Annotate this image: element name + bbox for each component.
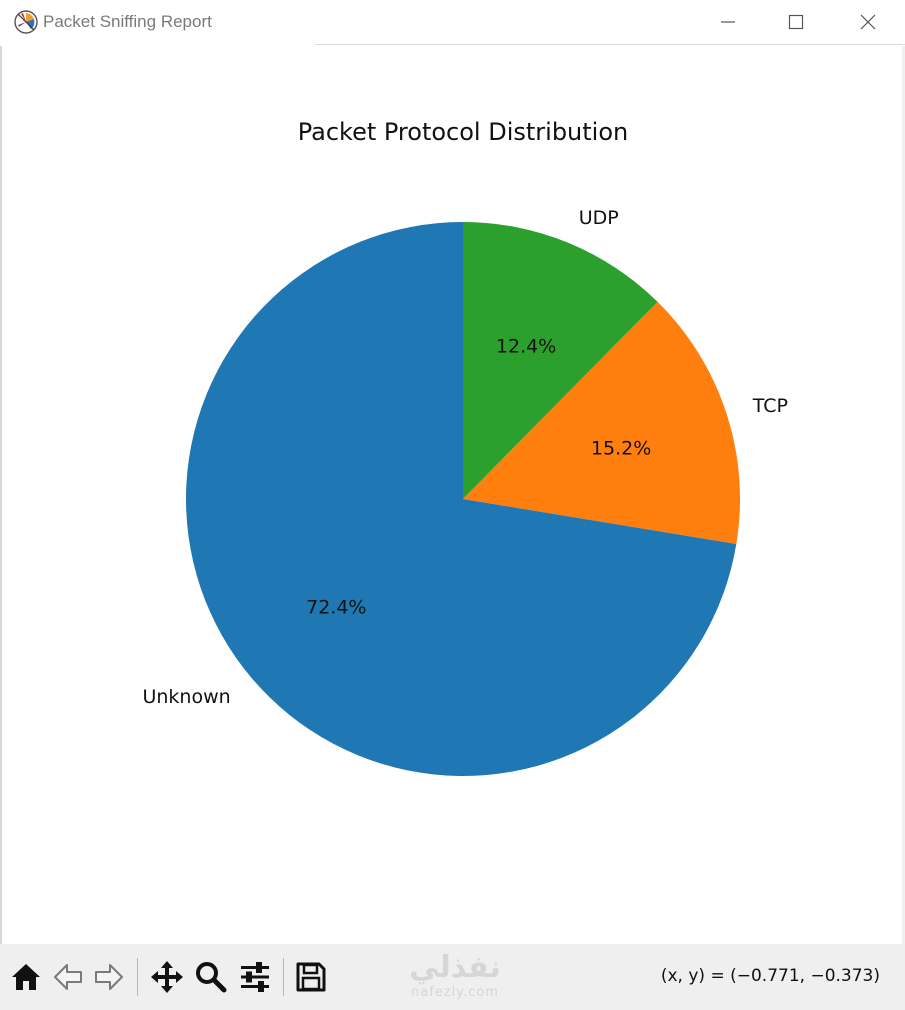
chart-title: Packet Protocol Distribution: [298, 118, 629, 146]
pie-slice-tcp: [463, 301, 740, 545]
pie-chart: Packet Protocol Distribution UDP TCP Unkno…: [142, 118, 788, 776]
slice-label-tcp: TCP: [752, 395, 788, 417]
cursor-coordinates: (x, y) = (−0.771, −0.373): [660, 966, 880, 986]
window-title: Packet Sniffing Report: [43, 12, 212, 31]
percent-labels: 12.4% 15.2% 72.4%: [306, 335, 651, 618]
close-button[interactable]: [845, 0, 891, 44]
percent-label-unknown: 72.4%: [306, 597, 366, 619]
slice-label-unknown: Unknown: [142, 686, 230, 708]
watermark-arabic: نفذلي: [409, 950, 501, 985]
percent-label-tcp: 15.2%: [591, 438, 651, 460]
sliders-icon: [241, 962, 269, 992]
watermark: نفذلي nafezly.com: [395, 950, 515, 1008]
move-icon: [151, 961, 183, 993]
arrow-right-icon: [95, 964, 123, 990]
right-border: [902, 46, 905, 944]
toolbar-separator: [137, 958, 138, 996]
app-icon: [14, 10, 38, 34]
back-button[interactable]: [49, 958, 87, 996]
close-icon: [860, 14, 876, 30]
maximize-button[interactable]: [773, 0, 819, 44]
pie-slice-unknown: [185, 222, 737, 776]
title-divider: [315, 44, 905, 45]
home-icon: [12, 964, 40, 990]
figure-canvas[interactable]: Packet Protocol Distribution UDP TCP Unkno…: [0, 46, 905, 944]
forward-button[interactable]: [90, 958, 128, 996]
configure-subplots-button[interactable]: [236, 958, 274, 996]
slice-label-udp: UDP: [579, 207, 619, 229]
minimize-button[interactable]: [705, 0, 751, 44]
home-button[interactable]: [7, 958, 45, 996]
percent-label-udp: 12.4%: [496, 335, 556, 357]
navigation-toolbar: نفذلي nafezly.com (x, y) = (−0.771, −0.3…: [0, 944, 905, 1010]
title-bar: Packet Sniffing Report: [0, 0, 905, 45]
toolbar-separator: [283, 958, 284, 996]
slice-labels: UDP TCP Unknown: [142, 207, 788, 708]
minimize-icon: [721, 21, 735, 23]
floppy-disk-icon: [296, 962, 326, 992]
pie-slice-udp: [463, 222, 658, 499]
pie-slices: [185, 222, 740, 776]
save-button[interactable]: [292, 958, 330, 996]
watermark-latin: nafezly.com: [411, 985, 499, 1000]
left-border: [0, 46, 2, 944]
arrow-left-icon: [54, 964, 82, 990]
maximize-icon: [788, 14, 804, 30]
zoom-button[interactable]: [192, 958, 230, 996]
magnifier-icon: [196, 962, 227, 993]
pan-button[interactable]: [148, 958, 186, 996]
